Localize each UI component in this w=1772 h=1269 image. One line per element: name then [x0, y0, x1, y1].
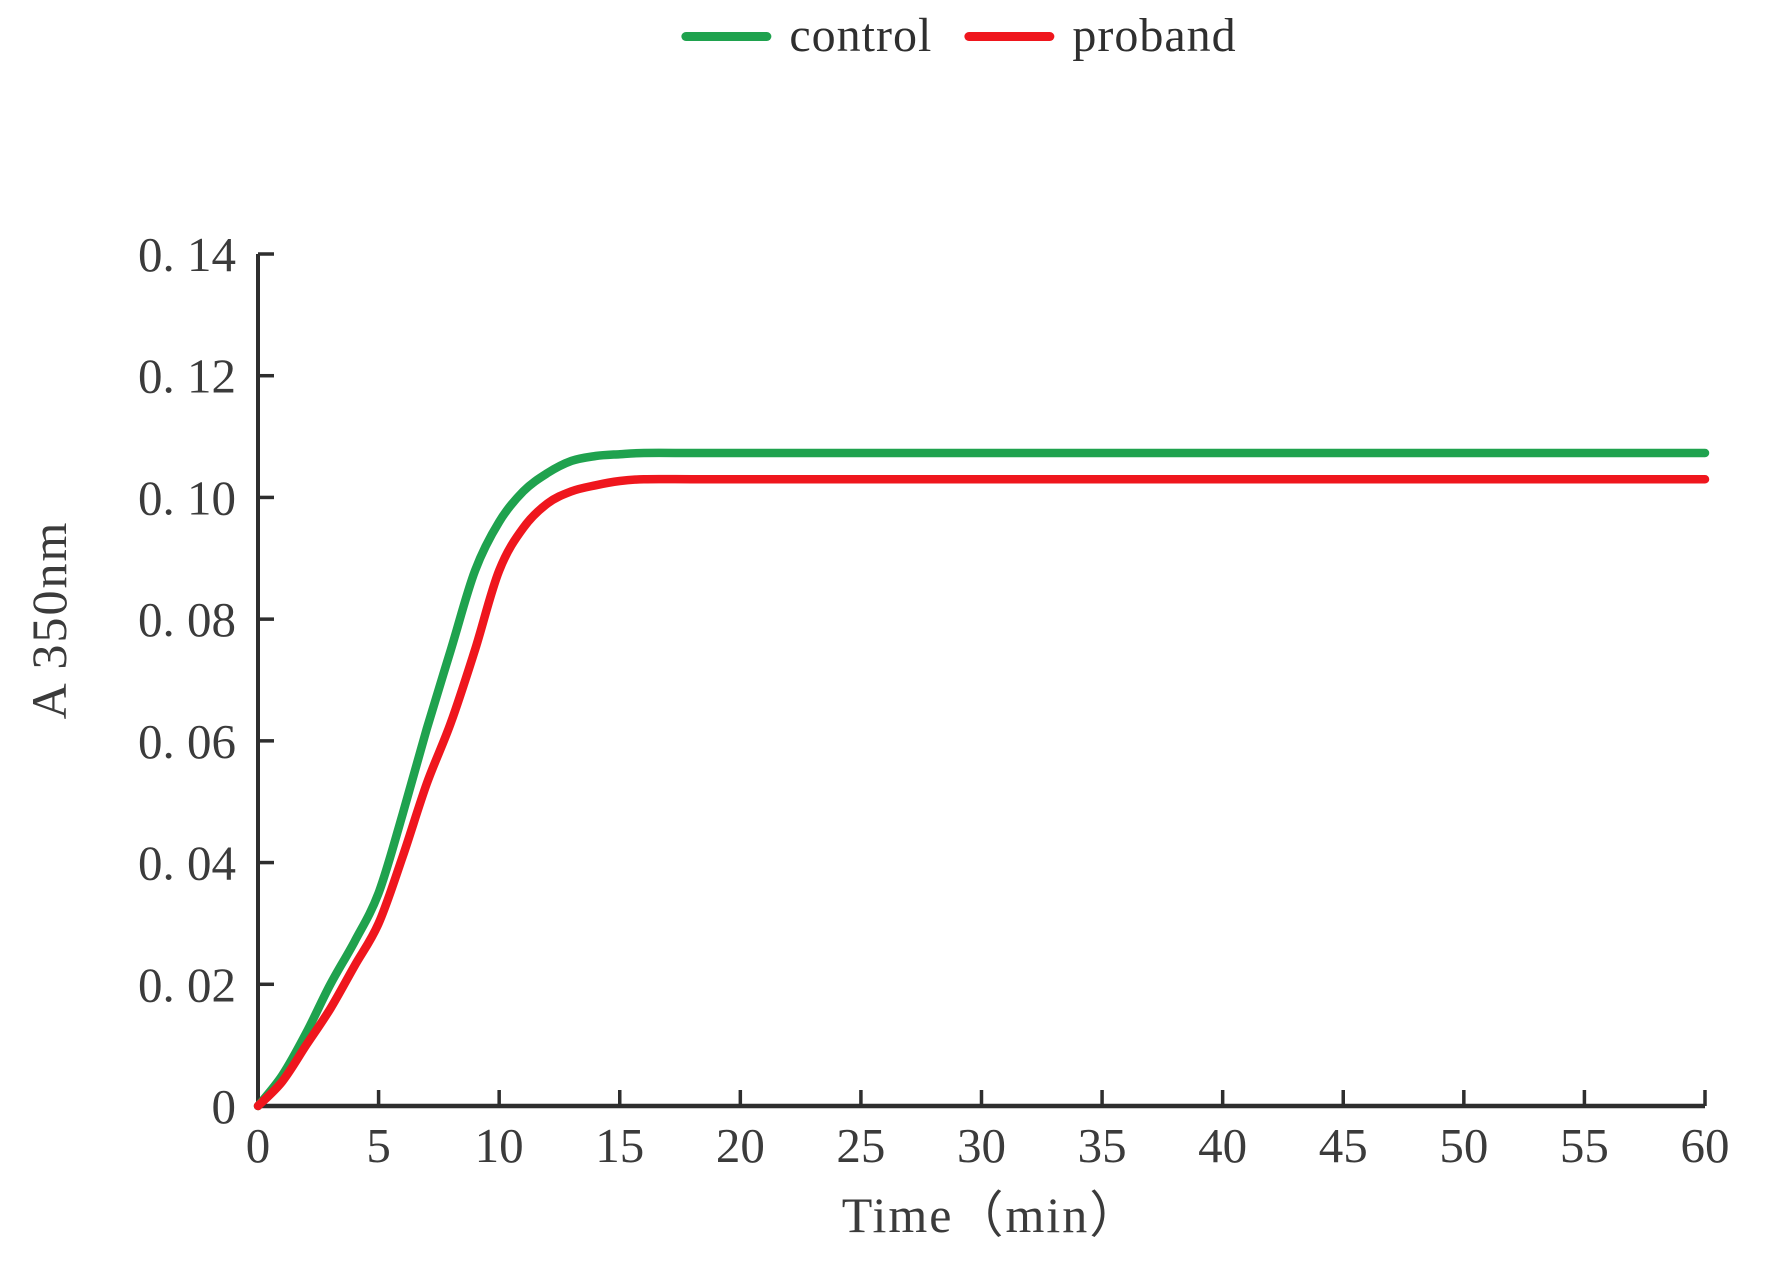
series-proband-line	[253, 474, 1710, 1111]
x-tick-label: 45	[1319, 1118, 1368, 1173]
y-axis-title: A 350nm	[21, 521, 77, 720]
control-line-swatch	[681, 31, 772, 41]
legend: control proband	[681, 12, 1236, 60]
x-tick-label: 5	[366, 1118, 391, 1173]
x-tick-label: 35	[1078, 1118, 1127, 1173]
x-tick-label: 15	[595, 1118, 644, 1173]
x-tick-label: 55	[1560, 1118, 1609, 1173]
y-tick-label: 0. 06	[138, 714, 236, 769]
y-tick-label: 0	[212, 1079, 237, 1134]
y-tick-label: 0. 08	[138, 592, 236, 647]
x-tick-label: 50	[1439, 1118, 1488, 1173]
x-tick-label: 25	[836, 1118, 885, 1173]
y-tick-label: 0. 02	[138, 957, 236, 1012]
x-tick-label: 20	[716, 1118, 765, 1173]
series-control-line	[253, 448, 1710, 1111]
legend-item-proband: proband	[964, 12, 1236, 60]
y-tick-label: 0. 04	[138, 836, 236, 891]
x-tick-label: 40	[1198, 1118, 1247, 1173]
x-tick-label: 30	[957, 1118, 1006, 1173]
legend-label-proband: proband	[1072, 9, 1237, 62]
x-tick-label: 0	[246, 1118, 271, 1173]
y-tick-label: 0. 10	[138, 470, 236, 525]
legend-item-control: control	[681, 12, 932, 60]
x-tick-label: 10	[475, 1118, 524, 1173]
proband-line-swatch	[964, 31, 1055, 41]
x-axis-title: Time（min）	[842, 1187, 1142, 1243]
x-tick-label: 60	[1681, 1118, 1730, 1173]
y-tick-label: 0. 14	[138, 227, 236, 282]
legend-label-control: control	[789, 9, 933, 62]
y-tick-label: 0. 12	[138, 349, 236, 404]
